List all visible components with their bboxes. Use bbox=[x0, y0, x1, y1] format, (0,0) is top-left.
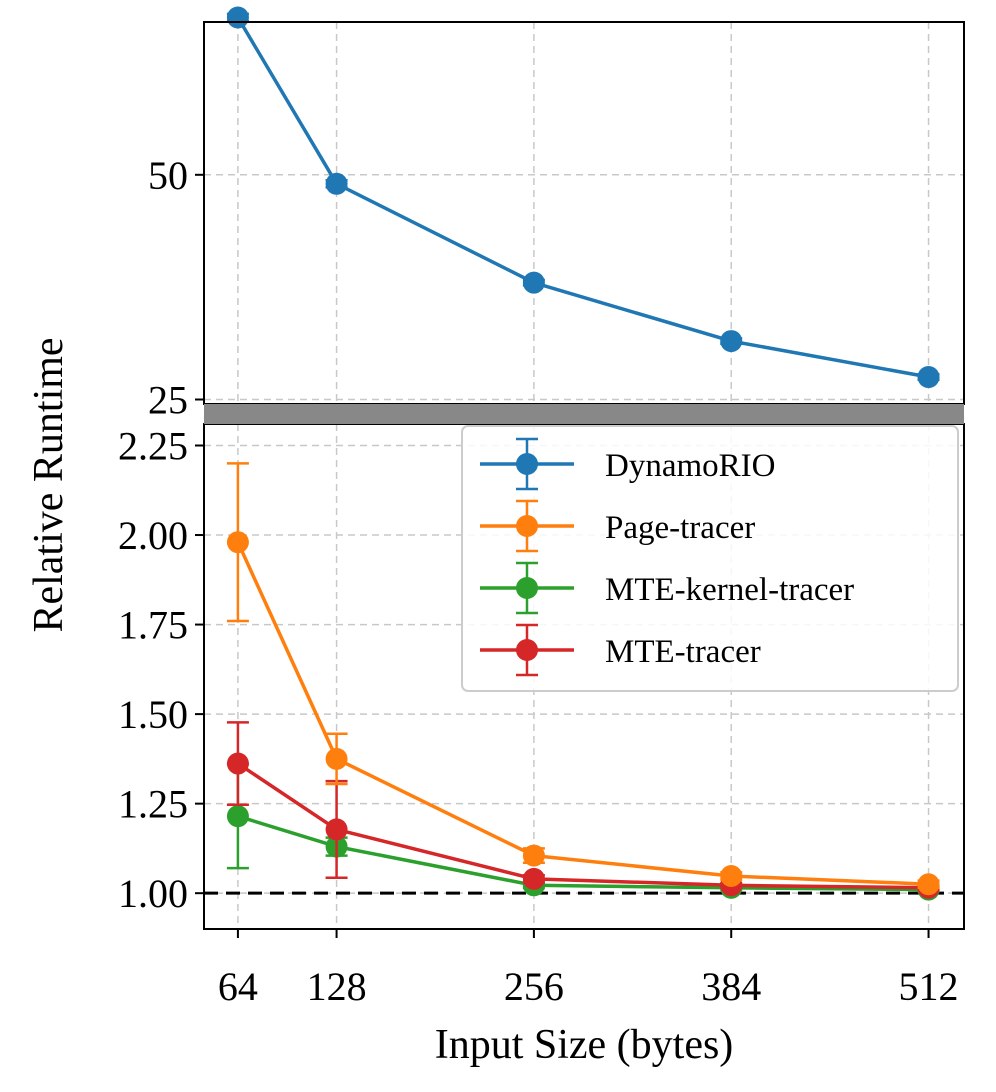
data-point-mte-tracer bbox=[325, 818, 348, 841]
x-tick-label: 384 bbox=[701, 964, 761, 1009]
bottom-y-tick-label: 2.25 bbox=[118, 423, 188, 468]
y-axis-label: Relative Runtime bbox=[26, 337, 72, 632]
legend-marker-dynamorio bbox=[516, 453, 538, 475]
data-point-dynamorio bbox=[226, 6, 249, 29]
data-point-page-tracer bbox=[720, 864, 743, 887]
data-point-dynamorio bbox=[720, 330, 743, 353]
series-line-dynamorio bbox=[236, 16, 929, 379]
legend-label-mte-tracer: MTE-tracer bbox=[605, 634, 761, 670]
legend-label-mte-kernel-tracer: MTE-kernel-tracer bbox=[605, 572, 854, 608]
data-point-dynamorio bbox=[917, 366, 940, 389]
x-tick-label: 256 bbox=[504, 964, 564, 1009]
x-tick-label: 64 bbox=[218, 964, 258, 1009]
bottom-y-tick-label: 1.50 bbox=[118, 692, 188, 737]
bottom-y-tick-label: 1.75 bbox=[118, 603, 188, 648]
top-panel-grid bbox=[204, 22, 964, 404]
legend-label-dynamorio: DynamoRIO bbox=[605, 448, 775, 484]
legend: DynamoRIO Page-tracer MTE-kernel-tracer MTE… bbox=[461, 425, 959, 692]
legend-box bbox=[461, 425, 959, 692]
legend-marker-mte-kernel-tracer bbox=[516, 577, 538, 599]
top-panel-frame bbox=[203, 21, 965, 405]
data-point-mte-kernel-tracer bbox=[226, 805, 249, 828]
legend-marker-mte-tracer bbox=[516, 639, 538, 661]
legend-label-page-tracer: Page-tracer bbox=[605, 510, 755, 546]
bottom-y-tick-label: 2.00 bbox=[118, 513, 188, 558]
data-point-page-tracer bbox=[325, 747, 348, 770]
bottom-y-tick-label: 1.25 bbox=[118, 782, 188, 827]
data-point-page-tracer bbox=[917, 873, 940, 896]
x-tick-label: 128 bbox=[307, 964, 367, 1009]
data-point-page-tracer bbox=[226, 531, 249, 554]
x-tick-label: 512 bbox=[899, 964, 959, 1009]
top-y-tick-label: 50 bbox=[148, 153, 188, 198]
ticks-layer: 64 128 256 384 512 50 252.25 2.00 1.75 1.50 1.25 1.… bbox=[118, 153, 959, 1009]
bottom-y-tick-label: 1.00 bbox=[118, 871, 188, 916]
x-axis-label: Input Size (bytes) bbox=[435, 1022, 734, 1068]
axis-break-bar bbox=[204, 404, 964, 424]
data-point-mte-tracer bbox=[522, 867, 545, 890]
top-y-tick-label: 25 bbox=[148, 378, 188, 423]
series-dynamorio bbox=[226, 6, 940, 389]
series-layer bbox=[226, 6, 940, 901]
legend-marker-page-tracer bbox=[516, 515, 538, 537]
data-point-dynamorio bbox=[325, 172, 348, 195]
data-point-mte-tracer bbox=[226, 752, 249, 775]
data-point-page-tracer bbox=[522, 844, 545, 867]
series-mte-tracer bbox=[226, 721, 940, 899]
series-page-tracer bbox=[226, 462, 940, 896]
data-point-dynamorio bbox=[522, 271, 545, 294]
